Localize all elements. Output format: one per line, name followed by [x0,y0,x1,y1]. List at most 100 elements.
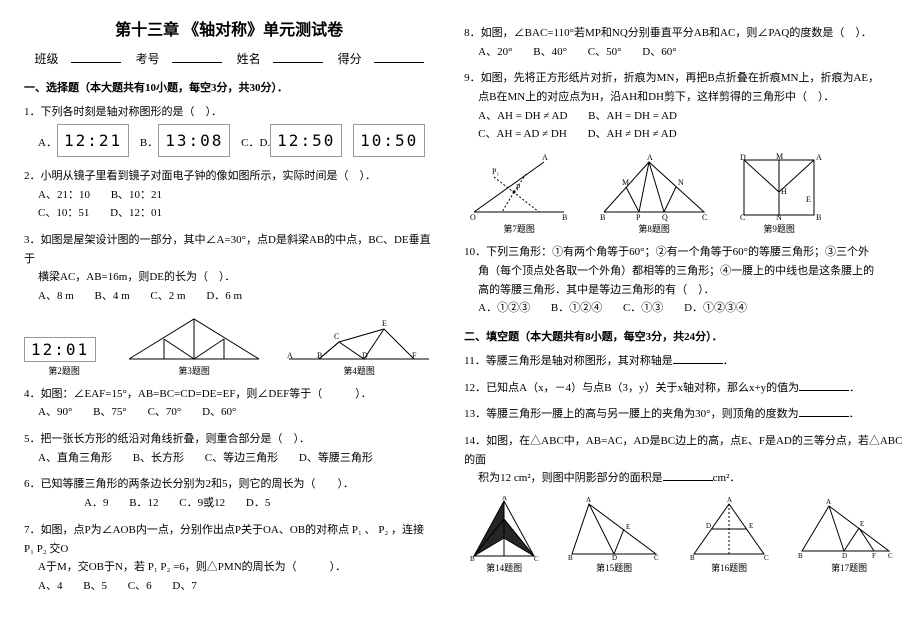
score-label: 得分 [338,52,362,66]
cap-17: 第17题图 [794,561,904,574]
cap-9: 第9题图 [734,222,824,235]
q3-stem2: 横梁AC，AB=16m，则DE的长为（ ）． [38,268,434,287]
svg-text:E: E [806,195,811,204]
svg-text:A: A [647,153,653,162]
q2-b: B、10：21 [111,189,162,201]
q3-a: A、8 m [38,290,74,302]
fig-row-1: 12:01 第2题图 第3题图 [24,314,434,377]
svg-text:P: P [516,183,521,192]
q1-c-val: 12:50 [270,124,342,157]
q15-fig: A B C E D [564,496,664,561]
q1-b-val: 13:08 [158,124,230,157]
q14-fig: A B C [464,496,544,561]
svg-text:P: P [636,213,641,222]
svg-text:H: H [781,187,787,196]
cap-14: 第14题图 [464,561,544,574]
class-label: 班级 [35,52,59,66]
q5-stem: 5．把一张长方形的纸沿对角线折叠，则重合部分是（ ）． [24,430,434,449]
class-blank[interactable] [71,51,121,63]
truss-fig [124,314,264,364]
q10-stem: 10．下列三角形：①有两个角等于60°；②有一个角等于60°的等腰三角形；③三个… [464,243,904,262]
section-1-heading: 一、选择题（本大题共有10小题，每空3分，共30分）． [24,79,434,95]
q5-a: A、直角三角形 [38,452,112,464]
q2-a: A、21：10 [38,189,90,201]
svg-text:A: A [586,496,591,504]
q12: 12．已知点A（x，－4）与点B（3，y）关于x轴对称，那么x+y的值为． [464,379,904,398]
svg-text:A: A [287,351,293,360]
q9-fig: D A C B N H E M [734,152,824,222]
q12-stem: 12．已知点A（x，－4）与点B（3，y）关于x轴对称，那么x+y的值为 [464,382,799,394]
svg-text:C: C [740,213,745,222]
q9-a: A、AH = DH ≠ AD [478,110,567,122]
svg-text:P₁: P₁ [492,167,499,176]
q2-c: C、10：51 [38,207,89,219]
q9-stem2: 点B在MN上的对应点为H，沿AH和DH剪下，这样剪得的三角形中（ ）． [478,88,904,107]
q11-stem: 11．等腰三角形是轴对称图形，其对称轴是 [464,355,673,367]
svg-text:E: E [749,522,753,530]
name-blank[interactable] [273,51,323,63]
score-blank[interactable] [374,51,424,63]
q14-l1: 14．如图，在△ABC中，AB=AC，AD是BC边上的高，点E、F是AD的三等分… [464,432,904,469]
name-label: 姓名 [237,52,261,66]
cap-4: 第4题图 [284,364,434,377]
q1-stem: 1．下列各时刻是轴对称图形的是（ ）． [24,103,434,122]
q10-a: A．①②③ [478,302,530,314]
q9-c: C、AH = AD ≠ DH [478,128,567,140]
q10: 10．下列三角形：①有两个角等于60°；②有一个角等于60°的等腰三角形；③三个… [464,243,904,318]
q1-b-lbl: B． [140,137,158,149]
q7-stem: 7．如图，点P为∠AOB内一点，分别作出点P关于OA、OB的对称点 P₁ 、 P… [24,521,434,558]
q7-fig: P₁ P A B O [464,152,574,222]
q8: 8．如图，∠BAC=110°若MP和NQ分别垂直平分AB和AC，则∠PAQ的度数… [464,24,904,61]
q13: 13．等腰三角形一腰上的高与另一腰上的夹角为30°，则顶角的度数为． [464,405,904,424]
q8-a: A、20° [478,46,512,58]
q8-d: D、60° [642,46,676,58]
q7: 7．如图，点P为∠AOB内一点，分别作出点P关于OA、OB的对称点 P₁ 、 P… [24,521,434,596]
svg-text:B: B [816,213,821,222]
svg-text:D: D [612,554,617,561]
q13-blank[interactable] [799,416,849,417]
q2-stem: 2．小明从镜子里看到镜子对面电子钟的像如图所示，实际时间是（ ）． [24,167,434,186]
svg-text:D: D [706,522,711,530]
svg-text:B: B [317,351,322,360]
cap-3: 第3题图 [124,364,264,377]
svg-text:Q: Q [662,213,668,222]
svg-text:N: N [776,213,782,222]
q9-d: D、AH ≠ DH ≠ AD [588,128,677,140]
q3-b: B、4 m [95,290,130,302]
q12-blank[interactable] [799,390,849,391]
svg-text:B: B [562,213,567,222]
svg-text:B: B [798,552,803,560]
q1-a-lbl: A． [38,137,57,149]
svg-text:D: D [842,552,847,560]
q10-stem3: 高的等腰三角形．其中是等边三角形的有（ ）． [478,281,904,300]
q8-c: C、50° [588,46,622,58]
svg-text:C: C [654,554,659,561]
q11-blank[interactable] [673,363,723,364]
q3-d: D．6 m [206,290,242,302]
svg-text:F: F [872,552,876,560]
q6-stem: 6．已知等腰三角形的两条边长分别为2和5，则它的周长为（ ）． [24,475,434,494]
header-fields: 班级 考号 姓名 得分 [24,50,434,67]
svg-text:M: M [776,152,783,161]
no-blank[interactable] [172,51,222,63]
svg-text:D: D [362,351,368,360]
svg-text:E: E [626,523,630,531]
q9-b: B、AH = DH = AD [588,110,677,122]
cap-7: 第7题图 [464,222,574,235]
cap-8: 第8题图 [594,222,714,235]
q14: 14．如图，在△ABC中，AB=AC，AD是BC边上的高，点E、F是AD的三等分… [464,432,904,488]
q3: 3．如图是屋架设计图的一部分，其中∠A=30°，点D是斜梁AB的中点，BC、DE… [24,231,434,306]
q7-d: D、7 [172,580,196,592]
q4-c: C、70° [148,406,182,418]
q6-d: D．5 [246,497,270,509]
svg-text:B: B [690,554,695,561]
svg-text:A: A [542,153,548,162]
q7-a: A、4 [38,580,62,592]
svg-text:B: B [470,555,475,561]
svg-text:B: B [568,554,573,561]
section-2-heading: 二、填空题（本大题共有8小题，每空3分，共24分）． [464,328,904,344]
svg-text:M: M [622,178,629,187]
q14-blank[interactable] [663,480,713,481]
svg-text:A: A [816,153,822,162]
cap-2: 第2题图 [24,364,104,377]
